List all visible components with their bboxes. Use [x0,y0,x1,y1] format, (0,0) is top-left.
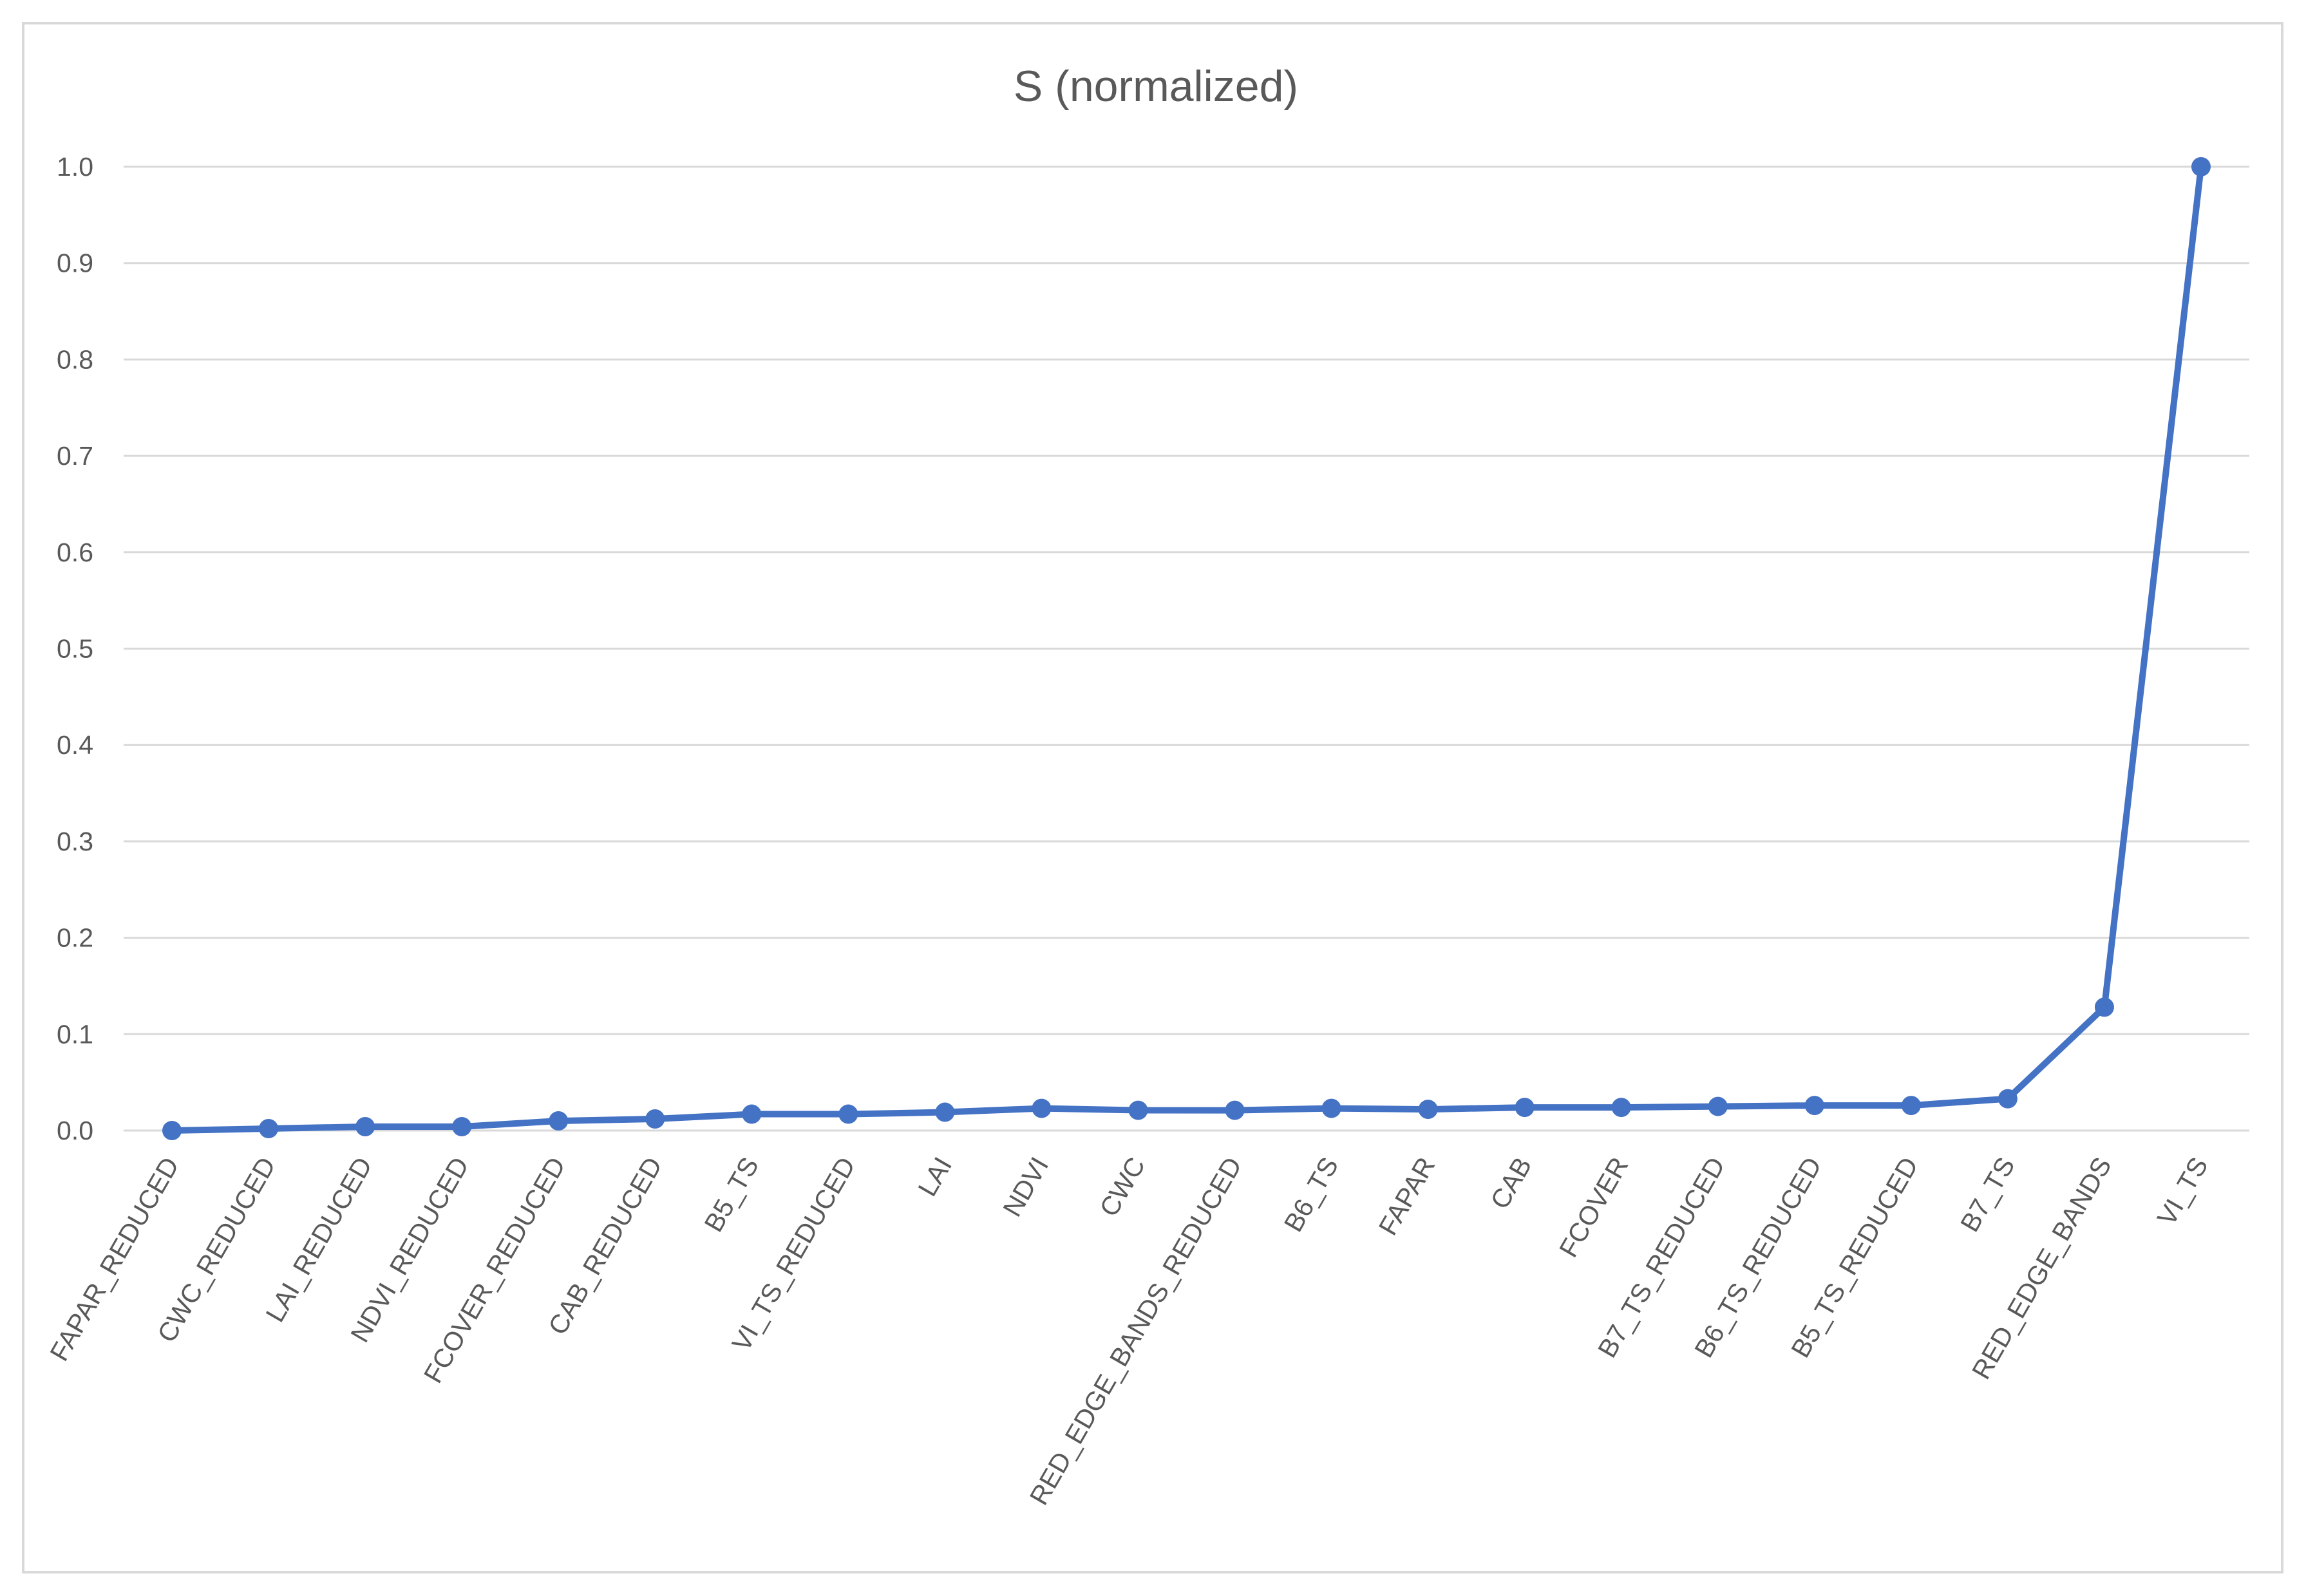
data-point [1901,1096,1921,1116]
data-point [1515,1098,1535,1118]
data-point [1804,1096,1824,1116]
y-tick-label: 0.0 [57,1116,93,1145]
data-point [1032,1098,1052,1118]
data-point [355,1117,375,1137]
y-axis-tick-labels: 0.0 0.1 0.2 0.3 0.4 0.5 0.6 0.7 0.8 0.9 1.0 [57,152,93,1145]
y-tick-label: 0.4 [57,730,93,760]
x-category-label: B5_TS [699,1152,765,1237]
data-point [452,1117,472,1137]
gridlines [124,165,2249,1132]
data-point [935,1102,955,1122]
x-category-label: NDVI [997,1152,1054,1222]
data-point [1418,1100,1438,1120]
data-point [838,1104,858,1124]
data-point [162,1121,182,1140]
series-line [169,164,2204,1134]
y-tick-label: 0.2 [57,923,93,953]
chart-frame [22,22,2283,1573]
x-axis-category-labels: FAPAR_REDUCEDCWC_REDUCEDLAI_REDUCEDNDVI_… [44,1152,2214,1510]
x-category-label: FCOVER [1553,1152,1634,1263]
chart-title: S (normalized) [1014,62,1298,111]
y-tick-label: 0.5 [57,634,93,664]
y-tick-label: 0.3 [57,827,93,856]
data-point [1998,1089,2018,1109]
data-point [1611,1098,1631,1118]
y-tick-label: 0.7 [57,441,93,471]
y-tick-label: 0.1 [57,1019,93,1049]
y-tick-label: 0.8 [57,344,93,374]
x-category-label: RED_EDGE_BANDS_REDUCED [1024,1152,1247,1510]
data-point [742,1104,762,1124]
y-tick-label: 1.0 [57,152,93,182]
data-point [549,1111,569,1131]
data-point [645,1109,665,1129]
x-category-label: CAB [1484,1152,1537,1214]
data-point [1321,1098,1341,1118]
y-tick-label: 0.9 [57,249,93,278]
x-category-label: CWC [1093,1152,1151,1222]
data-point [1225,1100,1245,1120]
data-point [1708,1096,1728,1116]
x-category-label: B7_TS [1954,1152,2021,1237]
data-series [162,157,2211,1140]
x-category-label: B6_TS [1278,1152,1345,1237]
data-point [2191,157,2211,176]
data-point [2094,997,2114,1017]
data-point [259,1119,279,1139]
x-category-label: LAI_REDUCED [260,1152,378,1328]
data-point [1128,1100,1148,1120]
x-category-label: FAPAR [1373,1152,1441,1241]
x-category-label: LAI [912,1152,958,1201]
y-tick-label: 0.6 [57,538,93,567]
x-category-label: VI_TS [2151,1152,2214,1231]
